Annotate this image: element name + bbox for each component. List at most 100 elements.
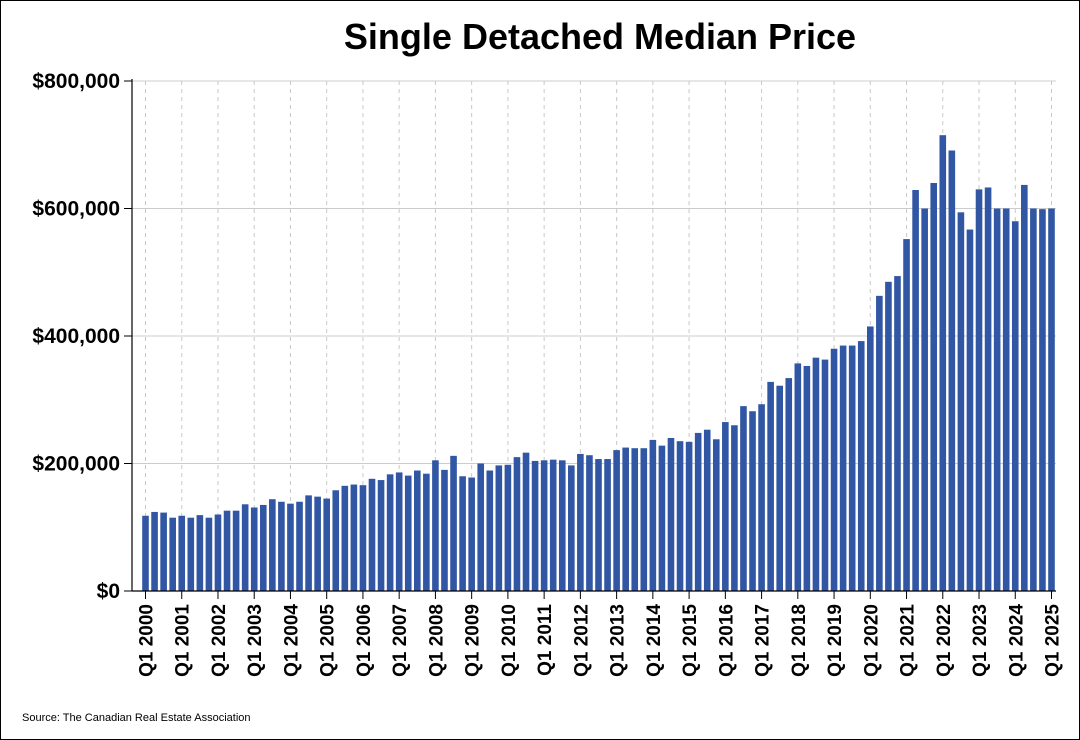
bar xyxy=(595,459,602,591)
x-tick-label: Q1 2006 xyxy=(354,604,375,677)
bar xyxy=(178,515,186,591)
y-tick-label: $0 xyxy=(97,580,120,603)
bar xyxy=(314,496,321,591)
bar xyxy=(250,507,258,591)
chart-title: Single Detached Median Price xyxy=(343,16,857,57)
bar xyxy=(395,472,403,591)
x-tick-label: Q1 2016 xyxy=(716,604,737,677)
bar xyxy=(568,465,575,591)
bar xyxy=(776,385,783,591)
bar xyxy=(287,503,294,591)
bar xyxy=(658,445,666,591)
bar xyxy=(821,359,829,591)
bar xyxy=(296,501,303,591)
bar xyxy=(495,465,503,591)
x-tick-label: Q1 2017 xyxy=(753,604,774,677)
bar xyxy=(894,276,901,591)
bar xyxy=(631,448,639,591)
x-tick-label: Q1 2021 xyxy=(898,604,919,677)
bar xyxy=(885,281,892,591)
bar xyxy=(486,470,494,591)
bar xyxy=(142,515,149,591)
bar xyxy=(939,135,947,591)
bar xyxy=(722,422,729,591)
x-tick-label: Q1 2011 xyxy=(535,604,556,676)
x-tick-label: Q1 2003 xyxy=(245,604,266,677)
bar xyxy=(414,470,421,591)
bar xyxy=(513,457,521,592)
bar xyxy=(160,512,167,591)
axes xyxy=(131,79,1056,592)
y-tick-label: $600,000 xyxy=(32,198,120,221)
bar xyxy=(531,460,539,591)
bar xyxy=(803,365,811,591)
bar xyxy=(169,517,176,591)
x-tick-label: Q1 2004 xyxy=(281,604,302,677)
bar xyxy=(767,381,774,591)
bar xyxy=(785,378,793,591)
x-tick-label: Q1 2025 xyxy=(1043,604,1064,677)
x-tick-label: Q1 2022 xyxy=(934,604,955,677)
bar xyxy=(1011,221,1019,591)
bar xyxy=(794,363,802,591)
bar xyxy=(1039,209,1046,591)
bar xyxy=(332,490,340,591)
bar xyxy=(232,510,240,591)
x-tick-label: Q1 2015 xyxy=(680,604,701,677)
bars xyxy=(142,135,1055,592)
bar xyxy=(386,474,394,591)
x-tick-label: Q1 2001 xyxy=(173,604,194,677)
bar xyxy=(540,460,548,591)
x-tick-label: Q1 2000 xyxy=(137,604,158,677)
bar xyxy=(993,208,1001,591)
bar xyxy=(359,485,367,591)
bar xyxy=(1030,208,1037,591)
y-tick-label: $800,000 xyxy=(32,70,120,93)
x-tick-label: Q1 2023 xyxy=(970,604,991,677)
bar xyxy=(259,504,267,591)
bar xyxy=(1048,208,1055,591)
bar xyxy=(323,498,330,591)
y-tick-label: $400,000 xyxy=(32,325,120,348)
bar xyxy=(187,517,195,591)
bar xyxy=(957,212,965,591)
x-tick-label: Q1 2019 xyxy=(825,604,846,677)
x-axis-ticks: Q1 2000 Q1 2001 Q1 2002 Q1 2003 Q1 2004 Q1 20… xyxy=(137,591,1064,677)
x-tick-label: Q1 2007 xyxy=(390,604,411,677)
bar xyxy=(694,432,702,591)
bar xyxy=(1002,208,1010,591)
bar xyxy=(196,515,204,591)
bar xyxy=(903,239,910,591)
bar xyxy=(649,439,657,591)
bar xyxy=(305,495,312,592)
x-tick-label: Q1 2024 xyxy=(1006,604,1027,677)
y-tick-label: $200,000 xyxy=(32,453,120,476)
bar xyxy=(368,478,376,591)
bar xyxy=(377,480,385,591)
bar xyxy=(450,455,457,591)
bar xyxy=(640,448,648,591)
bar xyxy=(984,187,992,591)
x-tick-label: Q1 2012 xyxy=(571,604,592,677)
bar xyxy=(432,460,439,591)
bar xyxy=(812,357,820,591)
bar xyxy=(350,484,358,591)
bar xyxy=(151,511,158,591)
x-tick-label: Q1 2009 xyxy=(463,604,484,677)
x-tick-label: Q1 2013 xyxy=(608,604,629,677)
bar xyxy=(622,447,629,591)
bar xyxy=(214,514,222,591)
bar xyxy=(921,208,928,591)
bar xyxy=(830,348,838,591)
bar xyxy=(703,429,711,591)
y-axis-ticks: $0 $200,000 $400,000 $600,000 $800,000 xyxy=(32,70,132,603)
bar xyxy=(477,463,485,591)
bar xyxy=(758,404,765,591)
bar xyxy=(604,459,611,591)
bar xyxy=(867,326,874,591)
bar xyxy=(404,475,412,591)
x-tick-label: Q1 2020 xyxy=(861,604,882,677)
bar xyxy=(948,150,956,592)
bar xyxy=(876,295,883,591)
